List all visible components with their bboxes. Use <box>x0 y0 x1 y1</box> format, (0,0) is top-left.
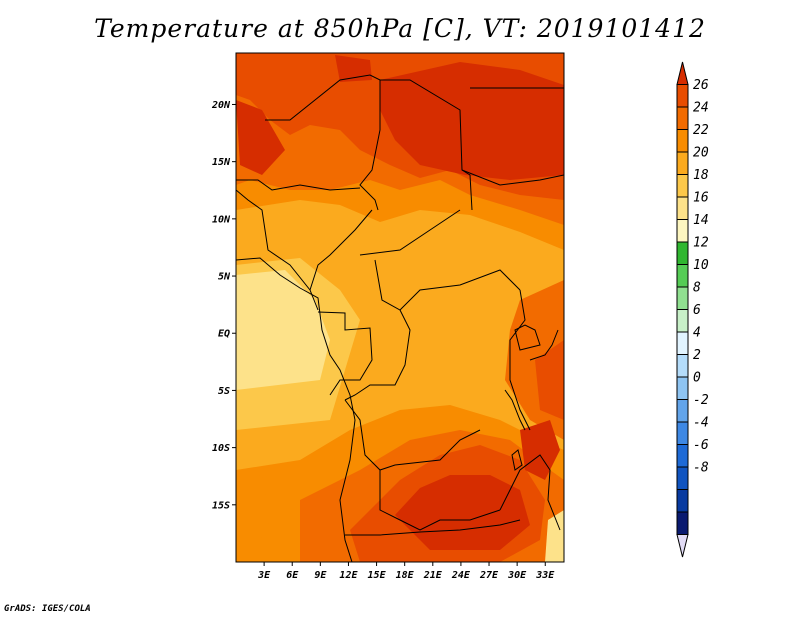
field-malawi-26 <box>520 420 560 480</box>
lat-label: 10N <box>212 214 231 225</box>
lon-label: 9E <box>314 570 327 581</box>
grads-credit: GrADS: IGES/COLA <box>4 604 91 614</box>
colorbar-segment <box>676 129 689 153</box>
border-angola-drc <box>344 399 481 471</box>
coastline-west <box>236 257 356 562</box>
colorbar-segment <box>676 84 689 108</box>
colorbar-label: 22 <box>693 123 709 138</box>
lat-label: 15N <box>212 157 231 168</box>
field-coast-14-16 <box>236 295 300 370</box>
colorbar-segment <box>676 61 689 85</box>
border-angola-zambia <box>379 470 501 531</box>
colorbar-label: -6 <box>693 438 709 453</box>
border-chad-niger <box>359 80 381 211</box>
colorbar-label: 10 <box>693 258 709 273</box>
colorbar-segment <box>676 466 689 490</box>
field-east-24 <box>535 340 564 420</box>
lon-label: 30E <box>507 570 527 581</box>
border-zambia-mozambique <box>499 454 561 531</box>
country-borders <box>236 74 564 562</box>
field-north-patch <box>335 55 372 82</box>
colorbar-segment <box>676 376 689 400</box>
border-cameroon-nigeria <box>309 209 373 291</box>
colorbar-segment <box>676 241 689 265</box>
colorbar-segment <box>676 399 689 423</box>
border-sudan-chad <box>461 169 564 186</box>
longitude-axis: 3E 6E 9E 12E 15E 18E 21E 24E 27E 30E 33E <box>257 562 555 581</box>
colorbar-label: 26 <box>693 78 709 93</box>
border-niger-nigeria <box>236 179 361 191</box>
colorbar-label: 14 <box>693 213 709 228</box>
colorbar-label: -8 <box>693 461 709 476</box>
colorbar-segment <box>676 511 689 535</box>
field-southwest <box>236 475 270 562</box>
lon-label: 12E <box>339 570 358 581</box>
lon-label: 24E <box>451 570 471 581</box>
colorbar-segment <box>676 354 689 378</box>
colorbar-segment <box>676 286 689 310</box>
chart-title: Temperature at 850hPa [C], VT: 201910141… <box>94 14 706 43</box>
colorbar-label: 16 <box>693 191 709 206</box>
colorbar-label: 8 <box>693 281 701 296</box>
colorbar-segment <box>676 331 689 355</box>
colorbar-segment <box>676 444 689 468</box>
colorbar-segment <box>676 309 689 333</box>
lon-label: 33E <box>535 570 555 581</box>
border-kenya <box>529 329 559 361</box>
colorbar-segment <box>676 421 689 445</box>
lat-label: 15S <box>212 500 230 511</box>
lat-label: 20N <box>211 100 231 111</box>
colorbar-segment <box>676 106 689 130</box>
colorbar-label: -4 <box>693 416 709 431</box>
colorbar-label: 12 <box>693 236 709 251</box>
colorbar-label: 18 <box>693 168 709 183</box>
border-congo-drc <box>344 309 411 401</box>
colorbar-segment <box>676 489 689 513</box>
field-northwest-26 <box>236 100 285 175</box>
map-frame <box>235 52 565 563</box>
colorbar-label: -2 <box>693 393 709 408</box>
lat-label: 5N <box>218 272 231 283</box>
latitude-axis: 20N 15N 10N 5N EQ 5S 10S 15S <box>211 100 236 511</box>
lon-label: 21E <box>423 570 443 581</box>
lake-tanganyika <box>504 389 526 431</box>
lat-label: 5S <box>218 386 230 397</box>
border-gabon-congo <box>317 311 373 396</box>
border-car-drc <box>374 259 521 311</box>
temperature-field <box>236 53 564 562</box>
colorbar-label: 0 <box>693 371 701 386</box>
colorbar-segment <box>676 219 689 243</box>
border-drc-east <box>509 289 531 431</box>
lon-label: 6E <box>286 570 299 581</box>
colorbar-label: 24 <box>693 101 709 116</box>
lake-mweru <box>511 449 523 471</box>
colorbar-segment <box>676 174 689 198</box>
colorbar-segment <box>676 534 689 558</box>
border-car-north <box>359 209 461 256</box>
field-north-26 <box>380 62 564 180</box>
colorbar-label: 4 <box>693 326 701 341</box>
lat-label: EQ <box>218 329 230 340</box>
colorbar-segment <box>676 196 689 220</box>
colorbar-segment <box>676 151 689 175</box>
colorbar-label: 6 <box>693 303 701 318</box>
lon-label: 3E <box>257 570 271 581</box>
lon-label: 27E <box>479 570 499 581</box>
colorbar-segment <box>676 264 689 288</box>
lake-victoria <box>514 324 541 351</box>
border-sahel-north <box>265 74 473 211</box>
field-southeast-cool <box>545 510 564 562</box>
colorbar-label: 2 <box>693 348 701 363</box>
lon-label: 18E <box>396 570 415 581</box>
border-namibia <box>345 519 521 536</box>
lon-label: 15E <box>368 570 387 581</box>
lat-label: 10S <box>212 443 230 454</box>
colorbar-label: 20 <box>693 146 709 161</box>
